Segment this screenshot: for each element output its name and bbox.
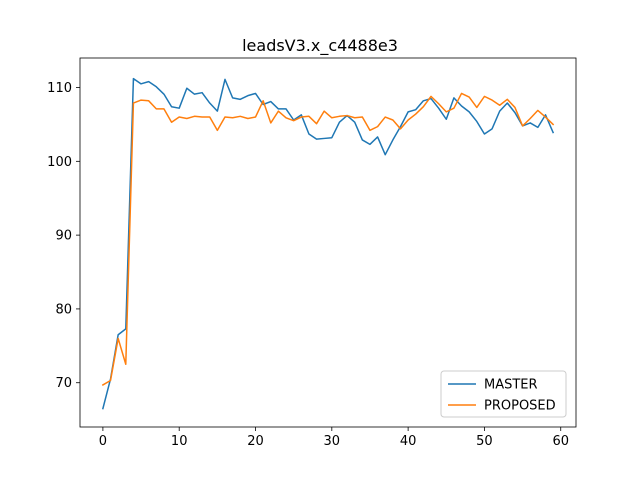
- x-tick-label: 0: [99, 434, 107, 449]
- axes-frame: [79, 57, 577, 428]
- y-tick-label: 70: [55, 376, 72, 391]
- x-tick-label: 50: [476, 434, 493, 449]
- x-tick-label: 40: [400, 434, 417, 449]
- x-tick-label: 30: [324, 434, 341, 449]
- y-tick-label: 100: [47, 155, 72, 170]
- legend-label-master: MASTER: [484, 378, 538, 393]
- x-tick-label: 10: [171, 434, 188, 449]
- x-tick-label: 20: [247, 434, 264, 449]
- series-line-proposed: [101, 92, 555, 386]
- legend-label-proposed: PROPOSED: [484, 399, 556, 414]
- legend: MASTER PROPOSED: [440, 370, 567, 418]
- axes: 0 10 20 30 40 50 60 70 80 90 100 110: [47, 57, 577, 449]
- series-line-master: [101, 77, 555, 410]
- y-tick-label: 110: [47, 81, 72, 96]
- y-tick-label: 80: [55, 302, 72, 317]
- x-tick-label: 60: [552, 434, 569, 449]
- chart-title: leadsV3.x_c4488e3: [242, 36, 398, 56]
- y-tick-label: 90: [55, 229, 72, 244]
- plot-area: [101, 77, 555, 410]
